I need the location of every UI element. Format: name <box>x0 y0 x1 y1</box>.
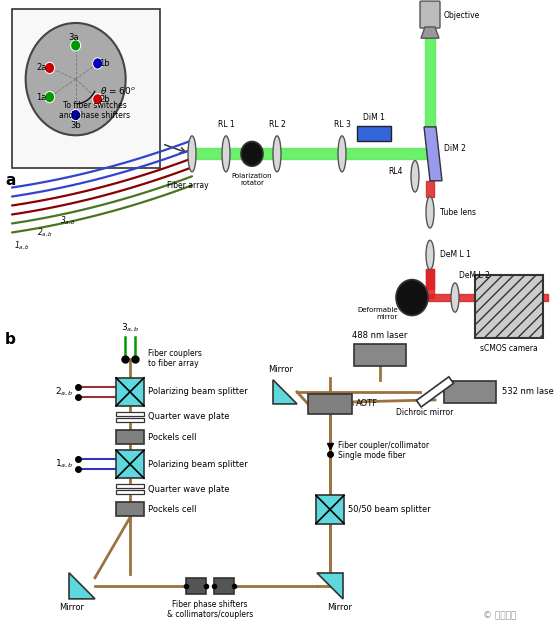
Text: Fiber phase shifters
& collimators/couplers: Fiber phase shifters & collimators/coupl… <box>167 600 253 619</box>
Text: 2b: 2b <box>99 95 110 104</box>
Polygon shape <box>69 573 95 599</box>
Text: RL4: RL4 <box>388 167 403 176</box>
Text: Objective: Objective <box>444 11 480 20</box>
Bar <box>186 578 206 594</box>
Bar <box>116 502 144 516</box>
Text: Polarization
rotator: Polarization rotator <box>232 173 273 186</box>
Bar <box>116 378 144 406</box>
Bar <box>116 412 144 416</box>
Text: 50/50 beam splitter: 50/50 beam splitter <box>348 505 431 514</box>
Text: Quarter wave plate: Quarter wave plate <box>148 413 229 421</box>
Text: Mirror: Mirror <box>59 603 85 612</box>
Circle shape <box>71 40 81 51</box>
Circle shape <box>71 109 81 121</box>
Polygon shape <box>273 380 297 404</box>
Bar <box>116 450 144 479</box>
Bar <box>357 126 391 141</box>
Circle shape <box>45 62 55 73</box>
Text: DeM L 2: DeM L 2 <box>459 271 490 279</box>
Ellipse shape <box>426 197 434 228</box>
Text: RL 3: RL 3 <box>334 120 351 129</box>
Text: Tube lens: Tube lens <box>440 208 476 217</box>
Text: Fiber coupler/collimator: Fiber coupler/collimator <box>338 441 429 450</box>
Circle shape <box>45 92 55 103</box>
Text: 1b: 1b <box>99 59 110 68</box>
Ellipse shape <box>426 241 434 269</box>
Text: Quarter wave plate: Quarter wave plate <box>148 485 229 494</box>
Text: Fiber array: Fiber array <box>167 181 209 190</box>
Text: DiM 2: DiM 2 <box>444 144 466 153</box>
Text: 1$_{a,b}$: 1$_{a,b}$ <box>14 240 30 252</box>
Polygon shape <box>424 127 442 181</box>
Text: 3$_{a,b}$: 3$_{a,b}$ <box>60 215 76 227</box>
Text: © 光学礼记: © 光学礼记 <box>483 611 517 620</box>
Bar <box>116 490 144 494</box>
Bar <box>116 484 144 489</box>
Text: Pockels cell: Pockels cell <box>148 505 197 514</box>
Bar <box>308 394 352 414</box>
Bar <box>116 418 144 422</box>
Text: a: a <box>5 173 16 188</box>
Text: 2$_{a,b}$: 2$_{a,b}$ <box>37 226 53 239</box>
Text: $\theta$ = 60$^o$: $\theta$ = 60$^o$ <box>100 85 136 96</box>
Bar <box>12 9 160 168</box>
Circle shape <box>25 23 126 135</box>
Text: Mirror: Mirror <box>269 365 294 374</box>
Bar <box>316 495 344 524</box>
Text: DiM 1: DiM 1 <box>363 114 385 122</box>
Text: 3$_{a,b}$: 3$_{a,b}$ <box>121 322 139 333</box>
Circle shape <box>93 58 102 69</box>
Text: 1$_{a,b}$: 1$_{a,b}$ <box>55 458 74 470</box>
Text: Single mode fiber: Single mode fiber <box>338 451 406 460</box>
Text: 2a: 2a <box>37 63 47 72</box>
Text: Deformable
mirror: Deformable mirror <box>357 306 398 320</box>
Bar <box>116 430 144 444</box>
Bar <box>417 377 454 407</box>
Ellipse shape <box>338 136 346 172</box>
Text: b: b <box>5 332 16 347</box>
Text: To fiber switches
and phase shifters: To fiber switches and phase shifters <box>59 100 131 120</box>
Polygon shape <box>421 27 439 38</box>
Ellipse shape <box>188 136 196 172</box>
Text: Dichroic mirror: Dichroic mirror <box>396 408 454 417</box>
Text: Pockels cell: Pockels cell <box>148 433 197 441</box>
Bar <box>214 578 234 594</box>
Bar <box>354 344 406 365</box>
Text: AOTF: AOTF <box>356 399 378 408</box>
Bar <box>475 275 543 338</box>
Text: Fiber couplers
to fiber array: Fiber couplers to fiber array <box>148 349 202 369</box>
Circle shape <box>241 141 263 166</box>
Text: Polarizing beam splitter: Polarizing beam splitter <box>148 387 248 396</box>
Text: RL 1: RL 1 <box>218 120 234 129</box>
Text: Mirror: Mirror <box>327 603 352 612</box>
Text: RL 2: RL 2 <box>269 120 285 129</box>
Ellipse shape <box>222 136 230 172</box>
Ellipse shape <box>273 136 281 172</box>
Polygon shape <box>317 573 343 599</box>
Text: 3b: 3b <box>70 121 81 130</box>
Circle shape <box>396 279 428 315</box>
Text: 2$_{a,b}$: 2$_{a,b}$ <box>55 386 74 398</box>
Ellipse shape <box>451 283 459 312</box>
Text: 488 nm laser: 488 nm laser <box>352 330 408 340</box>
Text: 1a: 1a <box>37 92 47 102</box>
Bar <box>444 381 496 403</box>
Circle shape <box>93 94 102 105</box>
Text: 532 nm laser: 532 nm laser <box>502 387 554 396</box>
FancyBboxPatch shape <box>420 1 440 28</box>
Text: Polarizing beam splitter: Polarizing beam splitter <box>148 460 248 468</box>
Text: sCMOS camera: sCMOS camera <box>480 344 538 352</box>
Text: DeM L 1: DeM L 1 <box>440 251 471 259</box>
Text: 3a: 3a <box>68 33 79 42</box>
Ellipse shape <box>411 161 419 192</box>
